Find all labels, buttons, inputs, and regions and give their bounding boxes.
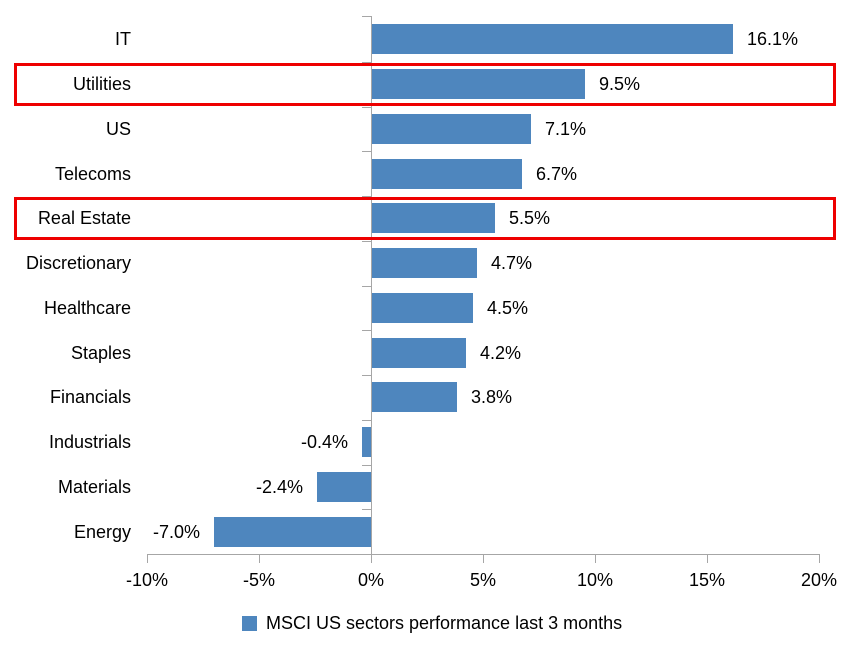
bar <box>372 382 457 412</box>
bar <box>317 472 371 502</box>
value-label: 6.7% <box>536 164 578 184</box>
category-boundary-tick <box>362 420 371 421</box>
category-boundary-tick <box>362 196 371 197</box>
y-axis-line <box>371 16 372 554</box>
x-tick-label: -10% <box>125 570 169 590</box>
category-label: Materials <box>57 477 131 497</box>
category-label: Staples <box>70 343 131 363</box>
highlight-box-utilities <box>14 63 836 106</box>
bar <box>372 338 466 368</box>
value-label: -2.4% <box>255 477 303 497</box>
x-axis-tick <box>819 554 820 563</box>
category-label: Discretionary <box>25 253 131 273</box>
category-label: Energy <box>73 522 131 542</box>
bar <box>372 24 733 54</box>
x-tick-label: 5% <box>469 570 496 590</box>
category-boundary-tick <box>362 375 371 376</box>
value-label: 9.5% <box>599 74 641 94</box>
category-label: IT <box>115 29 131 49</box>
value-label: 3.8% <box>471 387 513 407</box>
category-boundary-tick <box>362 241 371 242</box>
value-label: 4.2% <box>480 343 522 363</box>
category-boundary-tick <box>362 465 371 466</box>
x-tick-label: 15% <box>688 570 726 590</box>
bar <box>372 248 477 278</box>
bar <box>362 427 371 457</box>
x-axis-tick <box>483 554 484 563</box>
highlight-box-real-estate <box>14 197 836 240</box>
value-label: 4.7% <box>491 253 533 273</box>
value-label: -7.0% <box>152 522 200 542</box>
x-tick-label: 20% <box>800 570 838 590</box>
x-tick-label: 10% <box>576 570 614 590</box>
bar <box>214 517 371 547</box>
category-label: Real Estate <box>37 208 131 228</box>
category-boundary-tick <box>362 554 371 555</box>
bar <box>372 114 531 144</box>
bar <box>372 159 522 189</box>
value-label: 16.1% <box>747 29 799 49</box>
x-axis-tick <box>259 554 260 563</box>
legend-series-marker-icon <box>242 615 257 631</box>
category-boundary-tick <box>362 62 371 63</box>
category-label: Industrials <box>48 432 131 452</box>
chart-legend: MSCI US sectors performance last 3 month… <box>242 611 622 635</box>
bar <box>372 293 473 323</box>
value-label: 4.5% <box>487 298 529 318</box>
value-label: 7.1% <box>545 119 587 139</box>
x-axis-tick <box>371 554 372 563</box>
value-label: 5.5% <box>509 208 551 228</box>
x-tick-label: -5% <box>242 570 275 590</box>
category-label: Financials <box>49 387 131 407</box>
bar <box>372 69 585 99</box>
bar <box>372 203 495 233</box>
x-axis-tick <box>707 554 708 563</box>
category-boundary-tick <box>362 509 371 510</box>
x-axis-tick <box>595 554 596 563</box>
category-label: Utilities <box>72 74 131 94</box>
category-label: US <box>105 119 131 139</box>
category-boundary-tick <box>362 151 371 152</box>
category-boundary-tick <box>362 16 371 17</box>
x-axis-tick <box>147 554 148 563</box>
category-boundary-tick <box>362 107 371 108</box>
value-label: -0.4% <box>300 432 348 452</box>
legend-label: MSCI US sectors performance last 3 month… <box>266 613 623 633</box>
category-label: Healthcare <box>43 298 131 318</box>
x-tick-label: 0% <box>357 570 384 590</box>
category-boundary-tick <box>362 286 371 287</box>
category-boundary-tick <box>362 330 371 331</box>
category-label: Telecoms <box>54 164 131 184</box>
